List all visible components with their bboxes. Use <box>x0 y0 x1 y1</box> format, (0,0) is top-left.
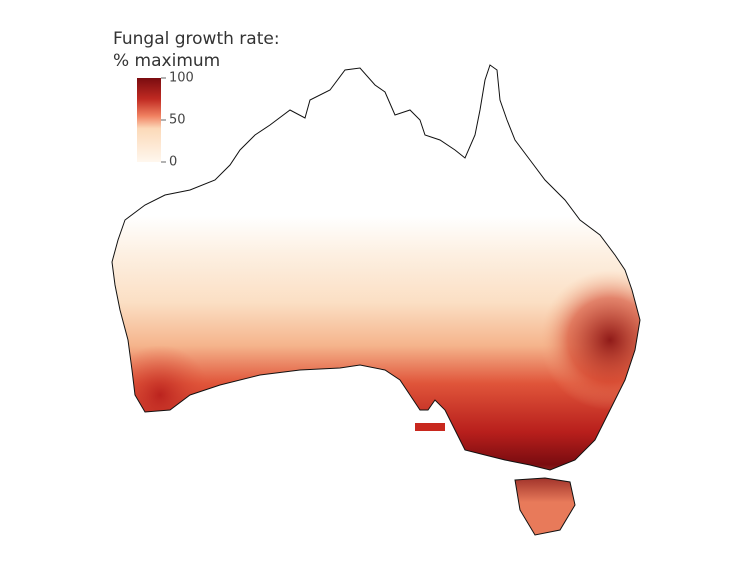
tick-label: 50 <box>169 113 186 128</box>
island <box>415 423 445 431</box>
tick-label: 0 <box>169 155 177 170</box>
colorbar <box>137 78 161 162</box>
legend-subtitle: % maximum <box>113 51 220 71</box>
heatmap <box>112 65 640 535</box>
legend-title: Fungal growth rate: <box>113 29 280 49</box>
tick-label: 100 <box>169 71 194 86</box>
colorbar-ticks: 100 50 0 <box>161 71 194 170</box>
